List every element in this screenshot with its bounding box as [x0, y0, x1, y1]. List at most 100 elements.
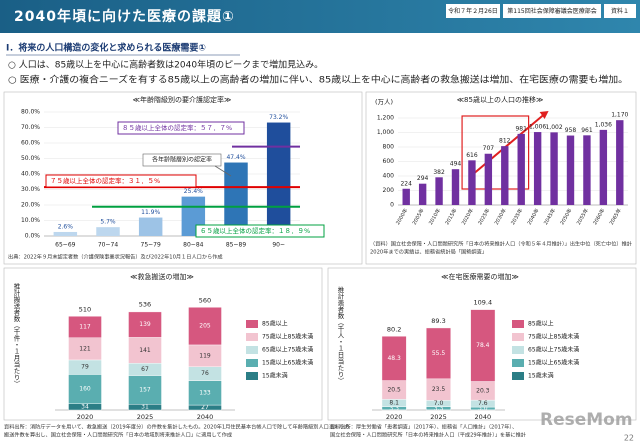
bar [566, 135, 575, 205]
value-label: 7.6 [478, 400, 488, 407]
value-label: 27 [201, 404, 209, 411]
x-tick-label: 2000年 [394, 207, 409, 226]
chart-title: ≪85歳以上の人口の推移≫ [457, 95, 544, 104]
chart-frame [3, 91, 363, 265]
source-note: 資料出所：消防庁データを用いて、救急搬送（2019年度分）の件数を集計したもの。… [4, 423, 350, 431]
y-tick-label: 50.0% [21, 155, 40, 162]
meeting-box [503, 4, 601, 18]
value-label: 139 [139, 321, 151, 328]
reference-label-box [45, 174, 197, 188]
value-label: 31 [141, 404, 149, 411]
value-label: 961 [581, 127, 593, 134]
bar [53, 231, 78, 236]
value-label: 224 [400, 180, 412, 187]
page-number: 22 [624, 434, 634, 443]
x-tick-label: 2035年 [509, 207, 524, 226]
legend-label: 75歳以上85歳未満 [262, 333, 313, 341]
legend-label: 85歳以上 [262, 320, 288, 328]
x-tick-label: 70~74 [98, 242, 118, 249]
chart-title: ≪在宅医療需要の増加≫ [441, 272, 519, 281]
annotation: 各年齢階層別の認定率 [152, 156, 212, 164]
bar [96, 227, 120, 236]
value-label: 11.9% [141, 209, 160, 216]
source-note: 2020年までの実績は、総務省統計局「国勢調査」 [370, 248, 487, 256]
y-axis-label: 推計患者数（千人・１日当たり） [336, 285, 344, 384]
y-axis-label: 推計搬送者数（千件・１月当たり） [12, 282, 20, 387]
bar-segment [188, 380, 222, 406]
source-note: 国立社会保障・人口問題研究所「日本の将来推計人口（平成29年推計）」を基に推計 [330, 431, 526, 439]
bar [468, 160, 476, 205]
y-tick-label: 1,200 [377, 115, 394, 122]
x-tick-label: 90~ [272, 242, 285, 249]
annotation-arrow [214, 165, 232, 177]
y-tick-label: 0.0% [25, 233, 41, 240]
value-label: 117 [79, 324, 91, 331]
value-label: 5.7% [100, 219, 116, 226]
y-tick-label: 200 [383, 187, 395, 194]
x-tick-label: 2045年 [542, 207, 557, 226]
value-label: 157 [139, 386, 151, 393]
x-tick-label: 2020 [77, 413, 94, 421]
legend-label: 15歳以上65歳未満 [262, 359, 313, 367]
y-tick-label: 80.0% [21, 109, 40, 116]
chart-title: ≪年齢階級別の要介護認定率≫ [133, 95, 232, 104]
bar [451, 169, 460, 205]
value-label: 67 [141, 366, 149, 373]
total-label: 560 [199, 296, 211, 304]
value-label: 3.3 [434, 405, 444, 412]
bar [435, 177, 443, 205]
legend-swatch [246, 359, 258, 367]
chart-frame [327, 267, 637, 421]
bullet: ○ 人口は、85歳以上を中心に高齢者数は2040年頃のピークまで増加見込み。 [8, 59, 323, 71]
bar-segment [128, 337, 162, 364]
x-tick-label: 2040 [197, 413, 214, 421]
y-tick-label: 400 [383, 173, 395, 180]
value-label: 34 [81, 403, 89, 410]
value-label: 55.5 [432, 350, 446, 357]
annotation-box [142, 153, 222, 167]
bar [583, 135, 591, 205]
value-label: 8.1 [389, 400, 399, 407]
x-tick-label: 2065年 [608, 207, 623, 226]
bar [418, 183, 427, 205]
doc-number: 資料１ [611, 7, 629, 15]
legend-swatch [246, 372, 258, 380]
value-label: 616 [466, 152, 478, 159]
x-tick-label: 2025年 [476, 207, 491, 226]
value-label: 48.3 [387, 355, 401, 362]
chart-title: ≪救急搬送の増加≫ [130, 272, 194, 281]
y-tick-label: 40.0% [21, 171, 40, 178]
legend-label: 85歳以上 [528, 320, 554, 328]
source-note: 資料出所：厚生労働省「患者調査」（2017年）、総務省「人口推計」（2017年）… [330, 423, 517, 431]
value-label: 1,170 [611, 112, 628, 119]
x-tick-label: 2060年 [591, 207, 606, 226]
value-label: 121 [79, 345, 91, 352]
value-label: 494 [450, 161, 462, 168]
value-label: 78.4 [476, 342, 490, 349]
section-title: Ⅰ．将来の人口構造の変化と求められる医療需要① [6, 42, 206, 54]
value-label: 160 [79, 386, 91, 393]
highlight-arrowhead [539, 111, 549, 119]
slide-title: 2040年頃に向けた医療の課題① [14, 8, 235, 25]
reference-label: ６５歳以上全体の認定率：１８．９% [200, 226, 310, 235]
value-label: 1,036 [595, 121, 612, 128]
value-label: 79 [81, 364, 89, 371]
bar-segment [381, 336, 407, 381]
legend-swatch [512, 346, 524, 354]
source-note: （資料）国立社会保障・人口問題研究所「日本の将来推計人口（令和５年４月推計）」出… [370, 240, 632, 248]
value-label: 981 [515, 125, 527, 132]
x-tick-label: 75~79 [141, 242, 161, 249]
reference-label: ８５歳以上全体の認定率：５７．７% [122, 123, 232, 132]
reference-label-box [195, 224, 325, 238]
y-tick-label: 1,000 [377, 129, 394, 136]
highlight-arrow [471, 113, 546, 176]
x-tick-label: 2020 [386, 413, 403, 421]
value-label: 20.3 [476, 387, 490, 394]
bar [266, 122, 291, 236]
legend-swatch [246, 320, 258, 328]
total-label: 510 [79, 306, 91, 314]
meeting: 第115回社会保障審議会医療部会 [507, 7, 596, 15]
value-label: 133 [199, 389, 211, 396]
value-label: 2.6% [58, 223, 74, 230]
